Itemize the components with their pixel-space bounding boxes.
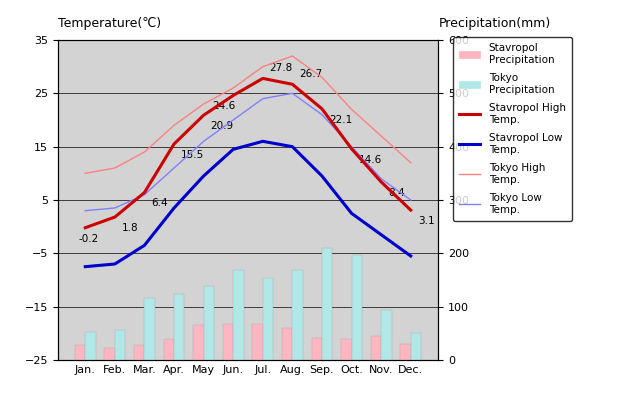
Bar xyxy=(312,338,322,360)
Bar xyxy=(115,330,125,360)
Bar xyxy=(145,298,155,360)
Bar xyxy=(341,339,351,360)
Text: 1.8: 1.8 xyxy=(122,223,138,233)
Text: -0.2: -0.2 xyxy=(78,234,99,244)
Bar xyxy=(134,345,145,360)
Bar xyxy=(401,344,411,360)
Bar xyxy=(204,286,214,360)
Bar xyxy=(351,255,362,360)
Text: 20.9: 20.9 xyxy=(211,121,234,131)
Bar xyxy=(411,333,421,360)
Text: 15.5: 15.5 xyxy=(181,150,204,160)
Text: Precipitation(mm): Precipitation(mm) xyxy=(438,17,550,30)
Bar xyxy=(371,336,381,360)
Bar xyxy=(164,339,174,360)
Bar xyxy=(233,270,244,360)
Text: 26.7: 26.7 xyxy=(300,69,323,79)
Text: 8.4: 8.4 xyxy=(388,188,404,198)
Bar xyxy=(223,324,233,360)
Text: 24.6: 24.6 xyxy=(212,101,236,111)
Text: 22.1: 22.1 xyxy=(329,115,352,125)
Bar xyxy=(322,248,332,360)
Bar xyxy=(85,332,95,360)
Bar xyxy=(75,345,85,360)
Text: Temperature(℃): Temperature(℃) xyxy=(58,17,161,30)
Text: 3.1: 3.1 xyxy=(418,216,435,226)
Text: 6.4: 6.4 xyxy=(152,198,168,208)
Bar xyxy=(193,325,204,360)
Bar xyxy=(174,294,184,360)
Bar xyxy=(282,328,292,360)
Bar xyxy=(252,324,263,360)
Text: 14.6: 14.6 xyxy=(358,155,381,165)
Bar xyxy=(263,278,273,360)
Bar xyxy=(292,270,303,360)
Bar xyxy=(381,310,392,360)
Text: 27.8: 27.8 xyxy=(269,64,293,74)
Legend: Stavropol
Precipitation, Tokyo
Precipitation, Stavropol High
Temp., Stavropol Lo: Stavropol Precipitation, Tokyo Precipita… xyxy=(453,37,572,221)
Bar xyxy=(104,348,115,360)
